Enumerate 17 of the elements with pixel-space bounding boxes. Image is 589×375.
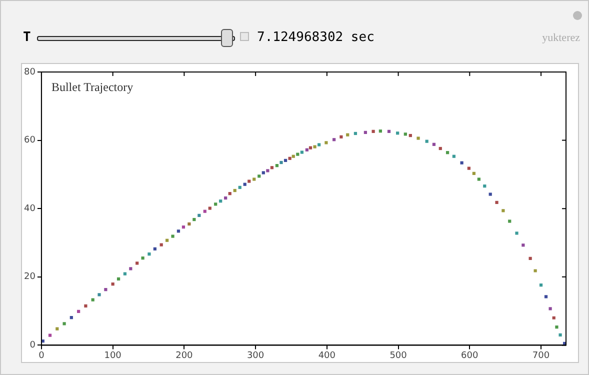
y-tick-label: 60 bbox=[24, 136, 36, 146]
x-tick-label: 400 bbox=[318, 350, 336, 361]
y-tick-label: 20 bbox=[24, 272, 36, 282]
y-tick-label: 0 bbox=[30, 340, 36, 351]
x-tick-label: 0 bbox=[38, 350, 45, 361]
y-tick-label: 80 bbox=[24, 67, 36, 78]
text: Bullet Trajectory bbox=[51, 80, 134, 94]
text: 7.124968302 sec bbox=[257, 30, 374, 45]
x-tick-label: 100 bbox=[104, 350, 122, 361]
text: T bbox=[23, 30, 31, 45]
x-tick-label: 700 bbox=[532, 350, 550, 361]
text: yukterez bbox=[542, 32, 580, 44]
x-tick-label: 200 bbox=[176, 350, 194, 361]
x-tick-label: 500 bbox=[390, 350, 408, 361]
y-tick-label: 40 bbox=[24, 204, 36, 214]
x-tick-label: 600 bbox=[461, 350, 479, 361]
x-tick-label: 300 bbox=[246, 350, 264, 361]
